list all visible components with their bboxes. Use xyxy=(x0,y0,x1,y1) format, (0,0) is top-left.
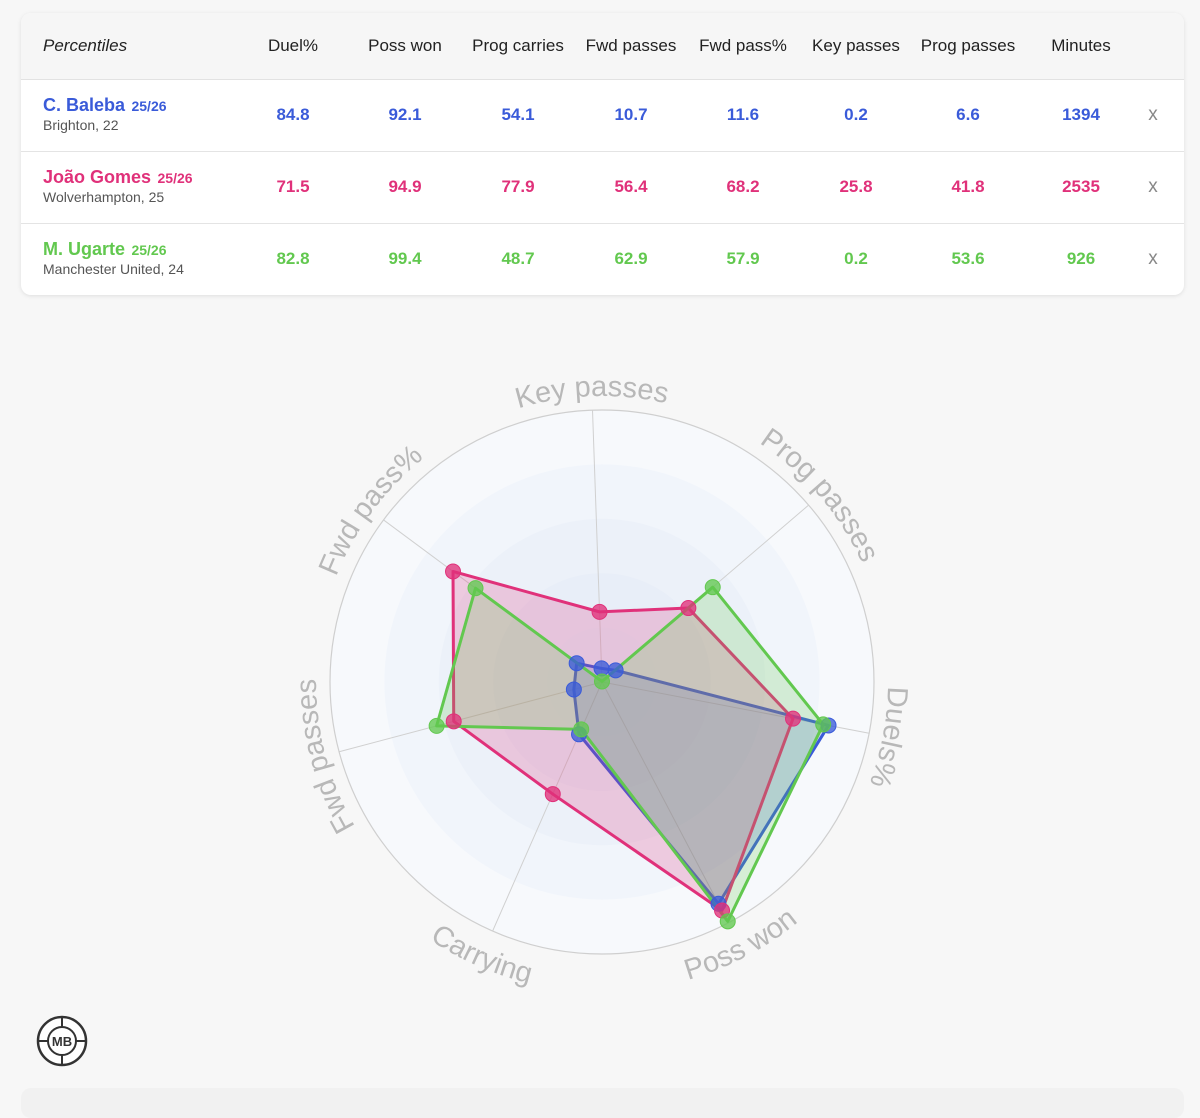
remove-player-button[interactable]: x xyxy=(1148,248,1158,269)
series-area xyxy=(435,585,825,923)
table-title: Percentiles xyxy=(43,36,128,55)
stat-value: 84.8 xyxy=(276,105,310,124)
data-point xyxy=(607,662,624,679)
data-point xyxy=(815,716,832,733)
stat-value: 11.6 xyxy=(726,105,760,124)
remove-player-button[interactable]: x xyxy=(1148,176,1158,197)
player-club: Wolverhampton, 25 xyxy=(43,189,165,205)
stat-value: 56.4 xyxy=(614,177,648,196)
player-season: 25/26 xyxy=(131,98,167,114)
next-card xyxy=(21,1088,1184,1118)
data-point xyxy=(719,913,736,930)
data-point xyxy=(704,579,721,596)
column-header[interactable]: Fwd passes xyxy=(585,36,677,55)
data-point xyxy=(565,681,582,698)
stat-value: 25.8 xyxy=(839,177,873,196)
data-point xyxy=(428,717,445,734)
player-season: 25/26 xyxy=(131,242,167,258)
stat-value: 2535 xyxy=(1062,177,1100,196)
data-point xyxy=(445,713,462,730)
stat-value: 0.2 xyxy=(844,105,868,124)
radar-outer-ring xyxy=(329,409,875,955)
player-name[interactable]: C. Baleba xyxy=(43,95,126,115)
stat-value: 99.4 xyxy=(388,249,422,268)
stat-value: 54.1 xyxy=(501,105,535,124)
stat-value: 0.2 xyxy=(844,249,868,268)
data-point xyxy=(445,563,462,580)
column-header[interactable]: Prog passes xyxy=(920,36,1016,55)
mb-logo: MB xyxy=(36,1015,88,1067)
series-area xyxy=(451,569,795,913)
stat-value: 71.5 xyxy=(276,177,310,196)
player-name[interactable]: M. Ugarte xyxy=(43,239,126,259)
column-header[interactable]: Fwd pass% xyxy=(699,36,787,55)
player-info: João Gomes 25/26 Wolverhampton, 25 xyxy=(43,167,193,205)
table-header: Percentiles Duel% Poss won Prog carries … xyxy=(21,13,1184,80)
stat-value: 926 xyxy=(1066,249,1096,268)
stat-value: 53.6 xyxy=(951,249,985,268)
stat-value: 57.9 xyxy=(726,249,760,268)
radar-spoke xyxy=(592,410,603,683)
column-header[interactable]: Poss won xyxy=(368,36,442,55)
column-header[interactable]: Minutes xyxy=(1051,36,1111,55)
player-name[interactable]: João Gomes xyxy=(43,167,152,187)
player-row-gomes: João Gomes 25/26 Wolverhampton, 25 71.5 … xyxy=(21,151,1184,224)
stat-value: 6.6 xyxy=(956,105,980,124)
stat-value: 68.2 xyxy=(726,177,760,196)
data-point xyxy=(784,710,801,727)
axis-label: Key passes xyxy=(512,371,672,415)
stat-value: 48.7 xyxy=(501,249,535,268)
stat-value: 41.8 xyxy=(951,177,985,196)
remove-player-button[interactable]: x xyxy=(1148,104,1158,125)
radar-spoke xyxy=(338,681,603,753)
player-info: M. Ugarte 25/26 Manchester United, 24 xyxy=(43,239,184,277)
stat-value: 10.7 xyxy=(614,105,648,124)
logo-text: MB xyxy=(52,1034,72,1049)
data-point xyxy=(544,786,561,803)
radar-spoke xyxy=(601,681,729,924)
data-point xyxy=(680,600,697,617)
data-point xyxy=(568,655,585,672)
data-point xyxy=(593,673,610,690)
data-point xyxy=(591,603,608,620)
percentiles-table: Percentiles Duel% Poss won Prog carries … xyxy=(21,13,1184,295)
player-row-baleba: C. Baleba 25/26 Brighton, 22 84.8 92.1 5… xyxy=(21,79,1184,152)
stat-value: 82.8 xyxy=(276,249,310,268)
column-header[interactable]: Key passes xyxy=(812,36,900,55)
player-club: Brighton, 22 xyxy=(43,117,119,133)
column-header[interactable]: Prog carries xyxy=(472,36,564,55)
stat-value: 1394 xyxy=(1062,105,1100,124)
column-header[interactable]: Duel% xyxy=(267,36,319,55)
player-info: C. Baleba 25/26 Brighton, 22 xyxy=(43,95,167,133)
player-row-ugarte: M. Ugarte 25/26 Manchester United, 24 82… xyxy=(21,223,1184,295)
stat-value: 94.9 xyxy=(388,177,422,196)
data-point xyxy=(467,580,484,597)
data-point xyxy=(573,721,590,738)
stat-value: 77.9 xyxy=(501,177,535,196)
stat-value: 92.1 xyxy=(388,105,422,124)
stat-value: 62.9 xyxy=(614,249,648,268)
player-club: Manchester United, 24 xyxy=(43,261,184,277)
player-season: 25/26 xyxy=(157,170,193,186)
